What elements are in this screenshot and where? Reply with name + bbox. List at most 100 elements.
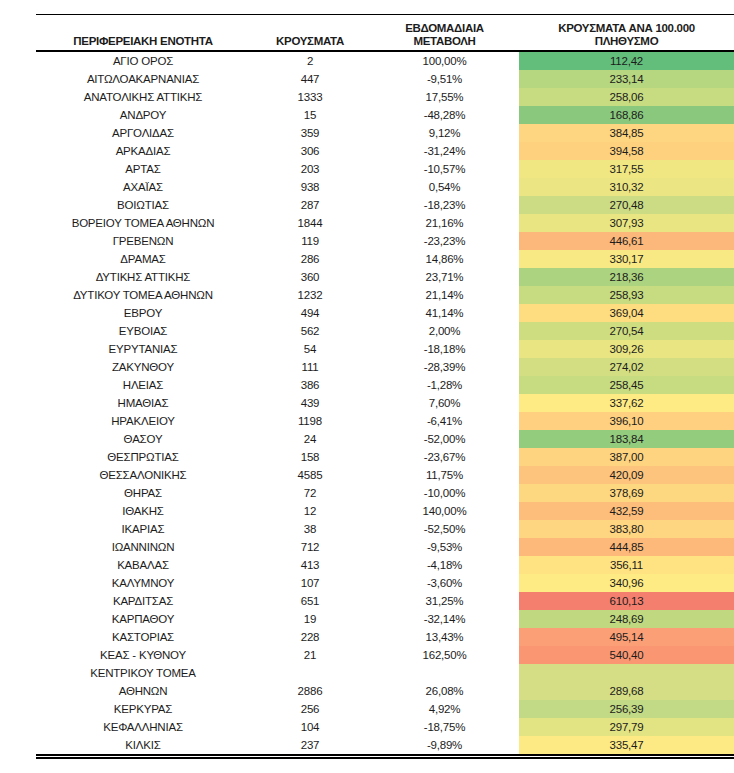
change-cell: -32,14% bbox=[370, 610, 519, 628]
change-cell: 23,71% bbox=[370, 268, 519, 286]
per100k-cell: 394,58 bbox=[519, 142, 734, 160]
per100k-cell: 444,85 bbox=[519, 538, 734, 556]
region-cell: ΑΙΤΩΛΟΑΚΑΡΝΑΝΙΑΣ bbox=[36, 70, 250, 88]
region-cell: ΑΡΚΑΔΙΑΣ bbox=[36, 142, 250, 160]
per100k-cell: 258,93 bbox=[519, 286, 734, 304]
region-cell: ΑΡΓΟΛΙΔΑΣ bbox=[36, 124, 250, 142]
cases-cell: 562 bbox=[250, 322, 370, 340]
per100k-cell: 270,48 bbox=[519, 196, 734, 214]
change-cell: 4,92% bbox=[370, 700, 519, 718]
region-cell: ΕΥΡΥΤΑΝΙΑΣ bbox=[36, 340, 250, 358]
change-cell: -31,24% bbox=[370, 142, 519, 160]
region-cell: ΚΕΦΑΛΛΗΝΙΑΣ bbox=[36, 718, 250, 736]
per100k-cell: 218,36 bbox=[519, 268, 734, 286]
table-row: ΑΙΤΩΛΟΑΚΑΡΝΑΝΙΑΣ 447 -9,51% 233,14 bbox=[36, 70, 734, 88]
per100k-cell: 387,00 bbox=[519, 448, 734, 466]
region-cell: ΒΟΡΕΙΟΥ ΤΟΜΕΑ ΑΘΗΝΩΝ bbox=[36, 214, 250, 232]
change-cell: -52,50% bbox=[370, 520, 519, 538]
region-cell: ΔΡΑΜΑΣ bbox=[36, 250, 250, 268]
per100k-cell: 248,69 bbox=[519, 610, 734, 628]
change-cell: 7,60% bbox=[370, 394, 519, 412]
region-cell: ΙΚΑΡΙΑΣ bbox=[36, 520, 250, 538]
region-cell: ΖΑΚΥΝΘΟΥ bbox=[36, 358, 250, 376]
per100k-cell: 378,69 bbox=[519, 484, 734, 502]
table-row: ΓΡΕΒΕΝΩΝ 119 -23,23% 446,61 bbox=[36, 232, 734, 250]
table-row: ΙΚΑΡΙΑΣ 38 -52,50% 383,80 bbox=[36, 520, 734, 538]
per100k-cell: 307,93 bbox=[519, 214, 734, 232]
column-header-weekly-change-label: ΕΒΔΟΜΑΔΙΑΙΑ ΜΕΤΑΒΟΛΗ bbox=[395, 22, 495, 48]
change-cell: 41,14% bbox=[370, 304, 519, 322]
change-cell: 11,75% bbox=[370, 466, 519, 484]
column-header-region-label: ΠΕΡΙΦΕΡΕΙΑΚΗ ΕΝΟΤΗΤΑ bbox=[73, 35, 212, 48]
change-cell: -23,23% bbox=[370, 232, 519, 250]
per100k-cell: 432,59 bbox=[519, 502, 734, 520]
table-row: ΘΑΣΟΥ 24 -52,00% 183,84 bbox=[36, 430, 734, 448]
region-cell: ΙΩΑΝΝΙΝΩΝ bbox=[36, 538, 250, 556]
per100k-cell: 384,85 bbox=[519, 124, 734, 142]
table-row: ΔΥΤΙΚΗΣ ΑΤΤΙΚΗΣ 360 23,71% 218,36 bbox=[36, 268, 734, 286]
change-cell: -9,89% bbox=[370, 736, 519, 754]
cases-cell: 712 bbox=[250, 538, 370, 556]
per100k-cell: 610,13 bbox=[519, 592, 734, 610]
cases-cell: 4585 bbox=[250, 466, 370, 484]
cases-cell: 104 bbox=[250, 718, 370, 736]
table-row: ΒΟΙΩΤΙΑΣ 287 -18,23% 270,48 bbox=[36, 196, 734, 214]
change-cell: 100,00% bbox=[370, 52, 519, 70]
table-row: ΔΡΑΜΑΣ 286 14,86% 330,17 bbox=[36, 250, 734, 268]
per100k-cell: 289,68 bbox=[519, 664, 734, 700]
change-cell: -4,18% bbox=[370, 556, 519, 574]
per100k-cell: 337,62 bbox=[519, 394, 734, 412]
change-cell: 162,50% bbox=[370, 646, 519, 664]
cases-cell: 19 bbox=[250, 610, 370, 628]
table-header-row: ΠΕΡΙΦΕΡΕΙΑΚΗ ΕΝΟΤΗΤΑ ΚΡΟΥΣΜΑΤΑ ΕΒΔΟΜΑΔΙΑ… bbox=[36, 14, 734, 52]
cases-cell: 21 bbox=[250, 646, 370, 664]
table-row: ΕΒΡΟΥ 494 41,14% 369,04 bbox=[36, 304, 734, 322]
per100k-cell: 356,11 bbox=[519, 556, 734, 574]
column-header-weekly-change: ΕΒΔΟΜΑΔΙΑΙΑ ΜΕΤΑΒΟΛΗ bbox=[370, 22, 519, 48]
table-row: ΘΕΣΣΑΛΟΝΙΚΗΣ 4585 11,75% 420,09 bbox=[36, 466, 734, 484]
region-cell: ΚΑΛΥΜΝΟΥ bbox=[36, 574, 250, 592]
cases-cell: 447 bbox=[250, 70, 370, 88]
region-cell: ΚΑΣΤΟΡΙΑΣ bbox=[36, 628, 250, 646]
cases-cell: 237 bbox=[250, 736, 370, 754]
change-cell: -10,00% bbox=[370, 484, 519, 502]
region-cell: ΒΟΙΩΤΙΑΣ bbox=[36, 196, 250, 214]
per100k-cell: 335,47 bbox=[519, 736, 734, 754]
region-cell: ΑΓΙΟ ΟΡΟΣ bbox=[36, 52, 250, 70]
cases-cell: 439 bbox=[250, 394, 370, 412]
change-cell: -18,18% bbox=[370, 340, 519, 358]
region-cell: ΕΒΡΟΥ bbox=[36, 304, 250, 322]
change-cell: -48,28% bbox=[370, 106, 519, 124]
change-cell: -18,75% bbox=[370, 718, 519, 736]
region-cell: ΗΡΑΚΛΕΙΟΥ bbox=[36, 412, 250, 430]
change-cell: 140,00% bbox=[370, 502, 519, 520]
cases-cell: 359 bbox=[250, 124, 370, 142]
table-row: ΑΧΑΪΑΣ 938 0,54% 310,32 bbox=[36, 178, 734, 196]
per100k-cell: 258,45 bbox=[519, 376, 734, 394]
cases-cell: 286 bbox=[250, 250, 370, 268]
region-cell: ΚΙΛΚΙΣ bbox=[36, 736, 250, 754]
region-cell: ΑΧΑΪΑΣ bbox=[36, 178, 250, 196]
table-row: ΑΡΚΑΔΙΑΣ 306 -31,24% 394,58 bbox=[36, 142, 734, 160]
cases-cell: 203 bbox=[250, 160, 370, 178]
cases-cell: 1333 bbox=[250, 88, 370, 106]
table-row: ΗΡΑΚΛΕΙΟΥ 1198 -6,41% 396,10 bbox=[36, 412, 734, 430]
table-row: ΘΗΡΑΣ 72 -10,00% 378,69 bbox=[36, 484, 734, 502]
table-row: ΑΝΑΤΟΛΙΚΗΣ ΑΤΤΙΚΗΣ 1333 17,55% 258,06 bbox=[36, 88, 734, 106]
region-cell: ΚΑΡΔΙΤΣΑΣ bbox=[36, 592, 250, 610]
region-cell: ΘΕΣΠΡΩΤΙΑΣ bbox=[36, 448, 250, 466]
region-cell: ΕΥΒΟΙΑΣ bbox=[36, 322, 250, 340]
table-row: ΒΟΡΕΙΟΥ ΤΟΜΕΑ ΑΘΗΝΩΝ 1844 21,16% 307,93 bbox=[36, 214, 734, 232]
cases-cell: 2886 bbox=[250, 664, 370, 700]
table-row: ΚΕΦΑΛΛΗΝΙΑΣ 104 -18,75% 297,79 bbox=[36, 718, 734, 736]
change-cell: -18,23% bbox=[370, 196, 519, 214]
cases-cell: 158 bbox=[250, 448, 370, 466]
column-header-per100k-label: ΚΡΟΥΣΜΑΤΑ ΑΝΑ 100.000 ΠΛΗΘΥΣΜΟ bbox=[541, 22, 713, 48]
per100k-cell: 274,02 bbox=[519, 358, 734, 376]
change-cell: 9,12% bbox=[370, 124, 519, 142]
change-cell: 21,16% bbox=[370, 214, 519, 232]
cases-cell: 111 bbox=[250, 358, 370, 376]
table-row: ΕΥΒΟΙΑΣ 562 2,00% 270,54 bbox=[36, 322, 734, 340]
region-cell: ΚΕΑΣ - ΚΥΘΝΟΥ bbox=[36, 646, 250, 664]
table-row: ΚΙΛΚΙΣ 237 -9,89% 335,47 bbox=[36, 736, 734, 754]
